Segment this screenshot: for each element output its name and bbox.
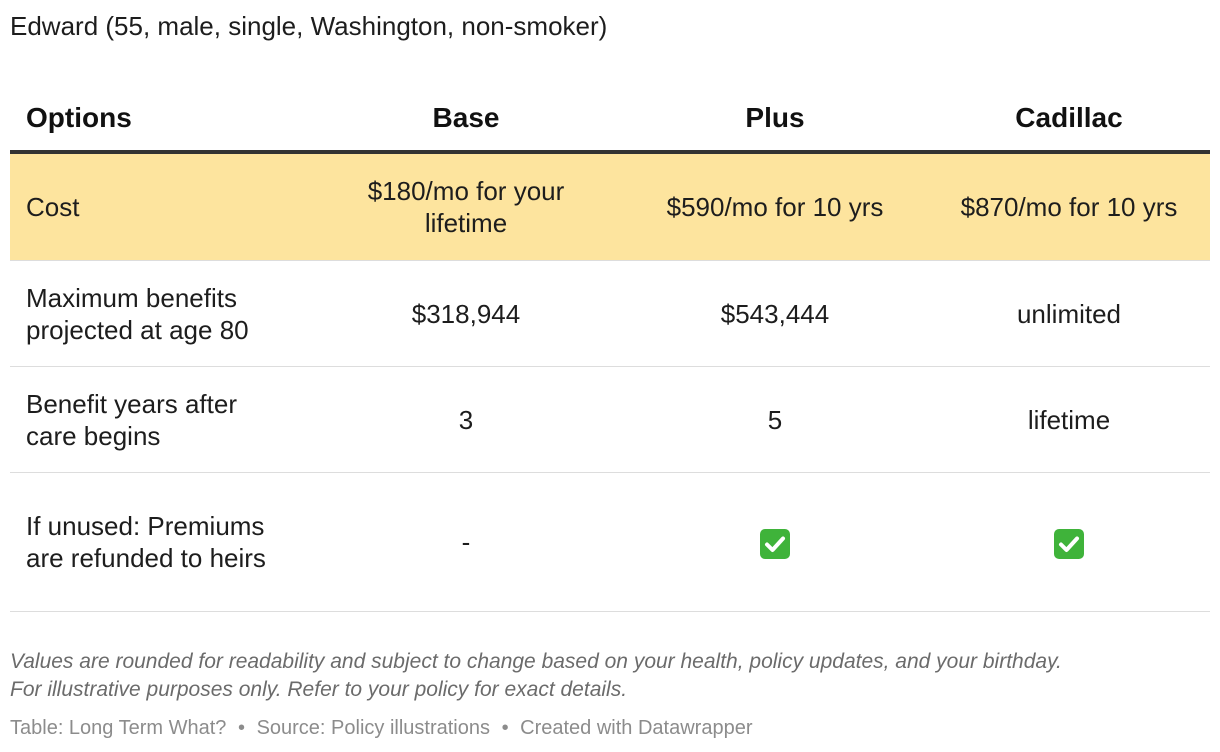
header-row: Options Base Plus Cadillac (10, 86, 1210, 154)
note-line-2: For illustrative purposes only. Refer to… (10, 678, 628, 701)
footer-table-credit: Table: Long Term What? (10, 717, 227, 739)
column-header-options: Options (10, 86, 310, 154)
cell-years-plus: 5 (622, 366, 928, 473)
cell-max-base: $318,944 (310, 260, 622, 367)
footer-created-with: Created with Datawrapper (520, 717, 753, 739)
footer-source: Source: Policy illustrations (256, 717, 490, 739)
check-mark-button-icon (760, 528, 790, 559)
comparison-table: Options Base Plus Cadillac Cost $180/mo … (10, 86, 1210, 612)
cell-years-cadillac: lifetime (928, 366, 1210, 473)
table-row-maximum-benefits: Maximum benefits projected at age 80 $31… (10, 260, 1210, 367)
cell-max-cadillac: unlimited (928, 260, 1210, 367)
column-header-base: Base (310, 86, 622, 154)
footer-separator: • (237, 717, 245, 739)
row-label-maximum-benefits: Maximum benefits projected at age 80 (10, 260, 310, 367)
note-line-1: Values are rounded for readability and s… (10, 650, 1062, 673)
table-notes: Values are rounded for readability and s… (10, 648, 1210, 704)
column-header-plus: Plus (622, 86, 928, 154)
table-row-benefit-years: Benefit years after care begins 3 5 life… (10, 366, 1210, 473)
cell-cost-base: $180/mo for your lifetime (310, 152, 622, 261)
footer-separator: • (501, 717, 509, 739)
cell-years-base: 3 (310, 366, 622, 473)
cell-cost-plus: $590/mo for 10 yrs (622, 152, 928, 261)
cell-refund-plus (622, 472, 928, 612)
cell-cost-cadillac: $870/mo for 10 yrs (928, 152, 1210, 261)
table-row-refund: If unused: Premiums are refunded to heir… (10, 472, 1210, 612)
table-row-cost: Cost $180/mo for your lifetime $590/mo f… (10, 152, 1210, 261)
cell-refund-base: - (310, 472, 622, 612)
column-header-cadillac: Cadillac (928, 86, 1210, 154)
row-label-cost: Cost (10, 152, 310, 261)
footer-credits: Table: Long Term What? • Source: Policy … (10, 715, 752, 741)
row-label-benefit-years: Benefit years after care begins (10, 366, 310, 473)
cell-refund-cadillac (928, 472, 1210, 612)
row-label-refund: If unused: Premiums are refunded to heir… (10, 472, 310, 612)
cell-max-plus: $543,444 (622, 260, 928, 367)
check-mark-button-icon (1054, 528, 1084, 559)
table-subtitle: Edward (55, male, single, Washington, no… (10, 11, 608, 41)
